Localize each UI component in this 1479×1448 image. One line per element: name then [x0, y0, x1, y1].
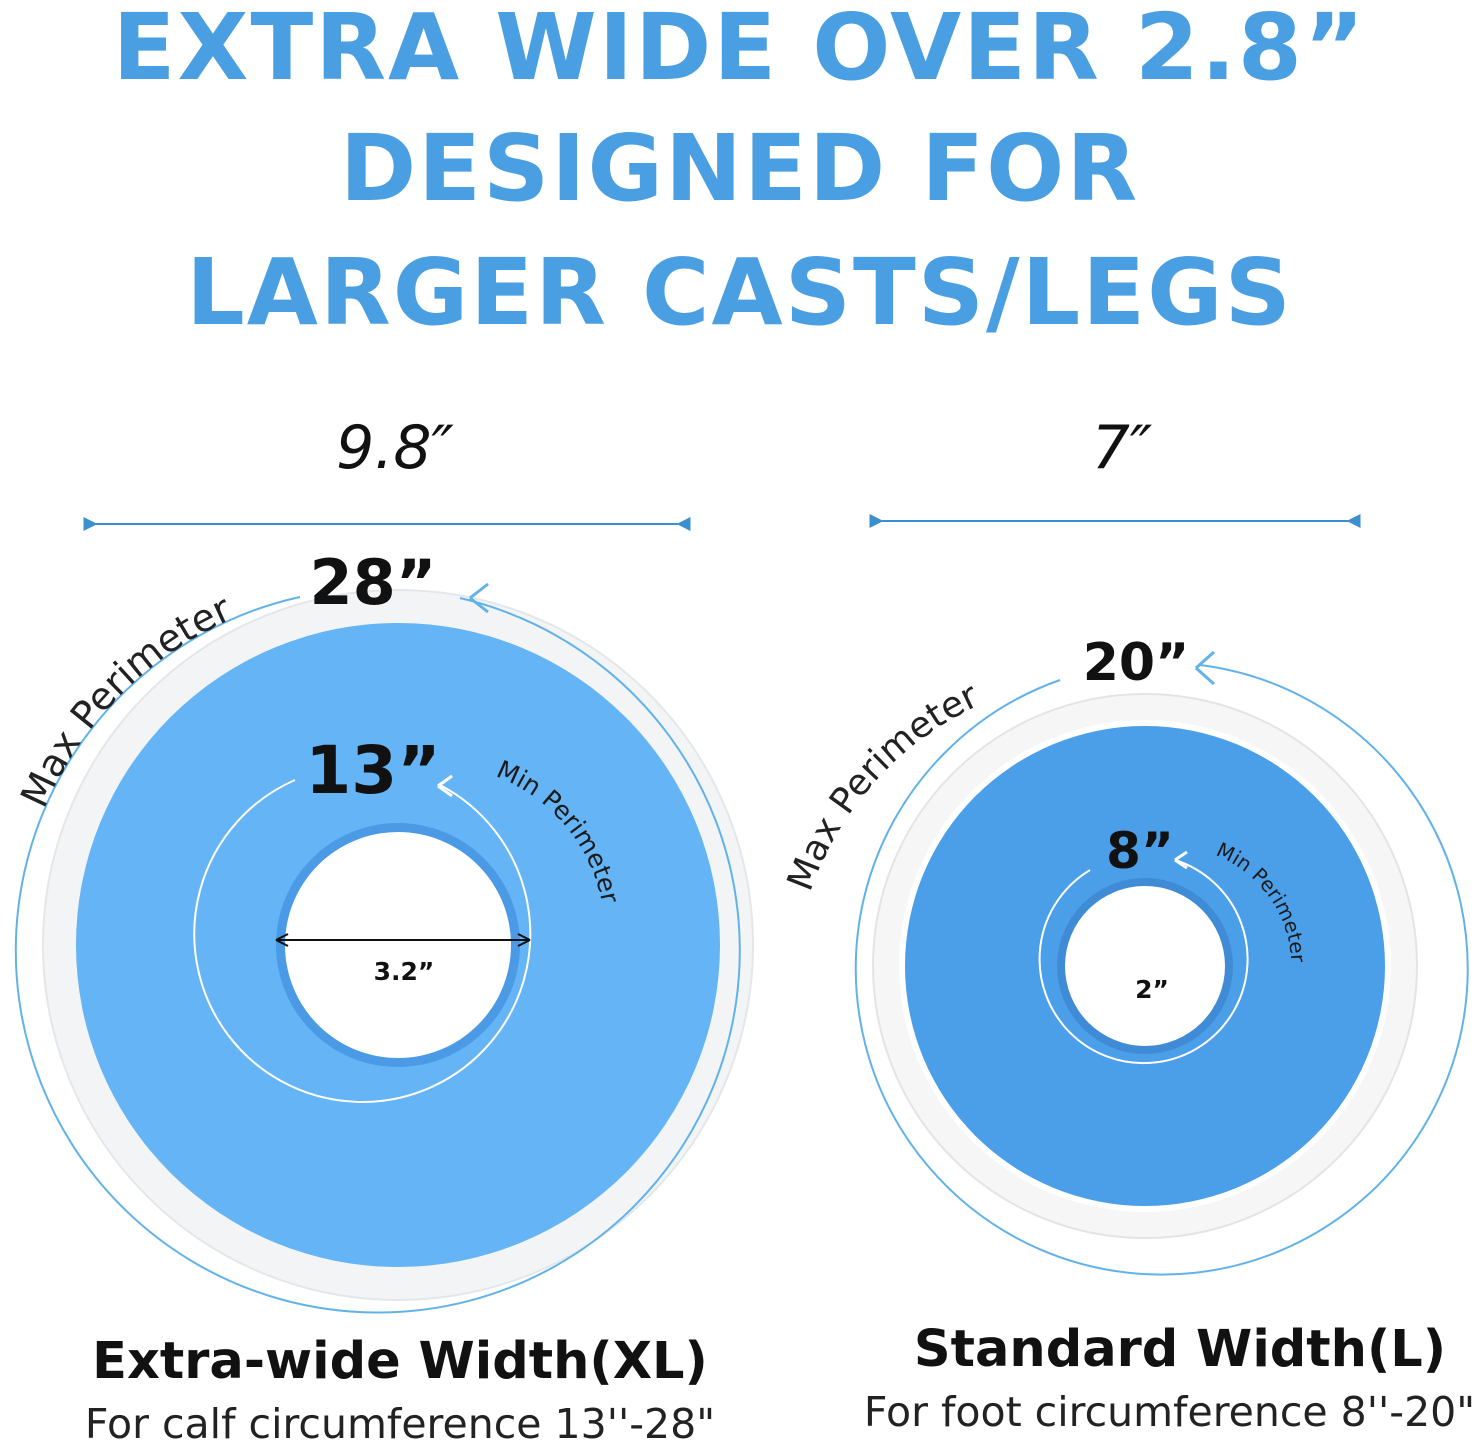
xl-inner-diameter-label: 3.2”: [374, 957, 435, 986]
l-max-perimeter-value: 20”: [1083, 633, 1190, 693]
xl-max-perimeter-arrowhead: [469, 582, 489, 614]
xl-ring: [42, 589, 754, 1301]
l-max-perimeter-arc: [854, 664, 1469, 1276]
xl-max-perimeter-arc: [14, 596, 741, 1314]
headline-line-1: EXTRA WIDE OVER 2.8”: [112, 0, 1367, 101]
xl-min-perimeter-arrowhead: [437, 774, 453, 798]
xl-subtitle: For calf circumference 13''-28": [84, 1400, 716, 1448]
l-min-perimeter-value: 8”: [1106, 822, 1174, 880]
l-hole: [1065, 886, 1225, 1046]
l-min-perimeter-arc: [1038, 859, 1249, 1065]
xl-max-perimeter-value: 28”: [309, 546, 436, 619]
l-max-perimeter-arrowhead: [1195, 650, 1215, 686]
l-inner-diameter-label: 2”: [1135, 975, 1169, 1004]
xl-width-label: 9.8″: [336, 413, 454, 483]
headline-line-3: LARGER CASTS/LEGS: [186, 239, 1293, 346]
l-title: Standard Width(L): [913, 1320, 1447, 1379]
l-min-perimeter-arrowhead: [1174, 850, 1188, 870]
l-subtitle: For foot circumference 8''-20": [863, 1388, 1476, 1436]
xl-title: Extra-wide Width(XL): [92, 1332, 708, 1391]
l-ring: [872, 693, 1418, 1239]
xl-min-perimeter-value: 13”: [305, 732, 440, 809]
xl-min-perimeter-arc: [193, 779, 532, 1103]
xl-inner-diameter-arrowheads: [275, 933, 531, 947]
headline-line-2: DESIGNED FOR: [339, 115, 1140, 222]
xl-hole: [285, 832, 511, 1058]
l-width-label: 7″: [1092, 413, 1153, 483]
